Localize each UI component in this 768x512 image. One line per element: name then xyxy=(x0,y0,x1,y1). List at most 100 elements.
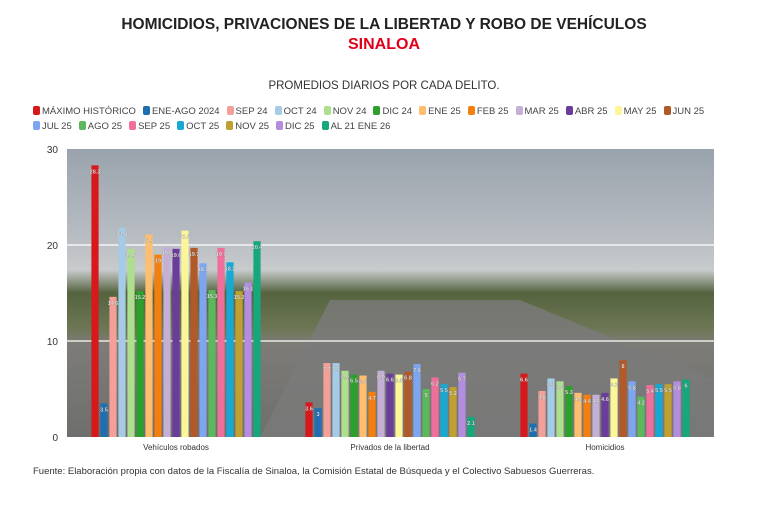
legend-label: JUN 25 xyxy=(672,106,705,117)
legend-swatch xyxy=(321,121,329,130)
bar xyxy=(556,381,564,437)
bar-value-label: 5.8 xyxy=(556,385,564,391)
legend-swatch xyxy=(663,106,671,115)
source-note: Fuente: Elaboración propia con datos de … xyxy=(33,466,595,477)
bar xyxy=(145,234,153,437)
bar-value-label: 6.6 xyxy=(520,378,528,384)
bar xyxy=(91,165,99,437)
legend: MÁXIMO HISTÓRICO ENE-AGO 2024 SEP 24 OCT 24… xyxy=(33,104,733,134)
bar xyxy=(619,360,627,437)
y-tick-label: 30 xyxy=(47,145,59,156)
bar xyxy=(467,416,475,437)
bar-value-label: 5 xyxy=(424,393,427,399)
bar xyxy=(163,246,171,437)
bar-value-label: 19.6 xyxy=(171,253,182,259)
bar-value-label: 5.5 xyxy=(664,388,672,394)
bar-value-label: 19.7 xyxy=(189,252,200,258)
legend-swatch xyxy=(515,106,523,115)
bar xyxy=(136,291,144,437)
bar xyxy=(422,389,430,437)
bar-value-label: 6.1 xyxy=(610,382,618,388)
bar xyxy=(368,391,376,437)
bar-value-label: 15.2 xyxy=(234,295,245,301)
bar xyxy=(181,230,189,437)
bar-value-label: 19.8 xyxy=(162,251,173,257)
bar xyxy=(458,372,466,437)
bar-value-label: 3.6 xyxy=(305,406,313,412)
bar xyxy=(377,370,385,437)
bar-value-label: 21.1 xyxy=(144,238,155,244)
legend-item: FEB 25 xyxy=(467,104,509,119)
bar-value-label: 5.5 xyxy=(655,388,663,394)
bar xyxy=(449,387,457,437)
legend-label: FEB 25 xyxy=(476,106,509,117)
legend-label: NOV 24 xyxy=(332,106,367,117)
bar-value-label: 28.3 xyxy=(90,169,101,175)
x-category-label: Homicidios xyxy=(585,443,624,452)
bar-value-label: 5.3 xyxy=(565,390,573,396)
legend-item: MAY 25 xyxy=(614,104,657,119)
legend-item: NOV 24 xyxy=(323,104,367,119)
bar-value-label: 6.5 xyxy=(395,379,403,385)
bar xyxy=(628,381,636,437)
y-tick-label: 10 xyxy=(47,337,59,348)
chart-title: HOMICIDIOS, PRIVACIONES DE LA LIBERTAD Y… xyxy=(121,16,647,33)
bar-value-label: 19.7 xyxy=(216,252,227,258)
bar xyxy=(574,392,582,437)
bar-value-label: 4.8 xyxy=(538,395,546,401)
legend-item: NOV 25 xyxy=(226,119,269,134)
bar xyxy=(404,371,412,437)
legend-label: NOV 25 xyxy=(235,121,270,132)
bar xyxy=(235,291,243,437)
bar-value-label: 18.1 xyxy=(198,267,209,273)
bar-value-label: 4.6 xyxy=(601,397,609,403)
bar xyxy=(244,282,252,437)
bar xyxy=(610,378,618,437)
legend-item: OCT 24 xyxy=(274,104,317,119)
bar xyxy=(100,403,108,437)
chart-subtitle: SINALOA xyxy=(348,36,420,53)
bar-value-label: 16.1 xyxy=(243,286,254,292)
bar xyxy=(664,384,672,437)
legend-swatch xyxy=(614,106,622,115)
legend-label: ENE-AGO 2024 xyxy=(151,106,220,117)
bar-value-label: 6.9 xyxy=(377,375,385,381)
bar xyxy=(350,374,358,437)
bar-value-label: 6.1 xyxy=(547,382,555,388)
legend-label: ABR 25 xyxy=(574,106,608,117)
x-category-label: Vehículos robados xyxy=(143,443,209,452)
bar xyxy=(199,263,207,437)
legend-swatch xyxy=(142,106,150,115)
bar xyxy=(109,296,117,437)
legend-swatch xyxy=(33,106,40,115)
bar-value-label: 14.6 xyxy=(108,301,119,307)
legend-label: OCT 25 xyxy=(186,121,220,132)
bar xyxy=(673,381,681,437)
bar-value-label: 7.7 xyxy=(323,367,331,373)
bar xyxy=(190,247,198,437)
bar xyxy=(253,241,261,437)
bar xyxy=(637,396,645,437)
legend-item: JUN 25 xyxy=(663,104,705,119)
bar xyxy=(431,377,439,437)
bar xyxy=(592,394,600,437)
y-tick-label: 20 xyxy=(47,241,59,252)
legend-swatch xyxy=(177,121,185,130)
legend-label: AL 21 ENE 26 xyxy=(330,121,391,132)
bar xyxy=(314,408,322,437)
bar xyxy=(413,364,421,437)
legend-label: MAR 25 xyxy=(524,106,559,117)
legend-swatch xyxy=(419,106,427,115)
bar xyxy=(646,385,654,437)
bar-value-label: 5.8 xyxy=(673,385,681,391)
bar-value-label: 18.2 xyxy=(225,266,236,272)
bar-value-label: 6.2 xyxy=(431,381,439,387)
legend-item: JUL 25 xyxy=(33,119,72,134)
legend-item: SEP 25 xyxy=(129,119,170,134)
legend-swatch xyxy=(78,121,86,130)
bar-value-label: 21.5 xyxy=(180,235,191,241)
bar xyxy=(323,363,331,437)
legend-swatch xyxy=(226,121,234,130)
legend-label: SEP 25 xyxy=(138,121,171,132)
